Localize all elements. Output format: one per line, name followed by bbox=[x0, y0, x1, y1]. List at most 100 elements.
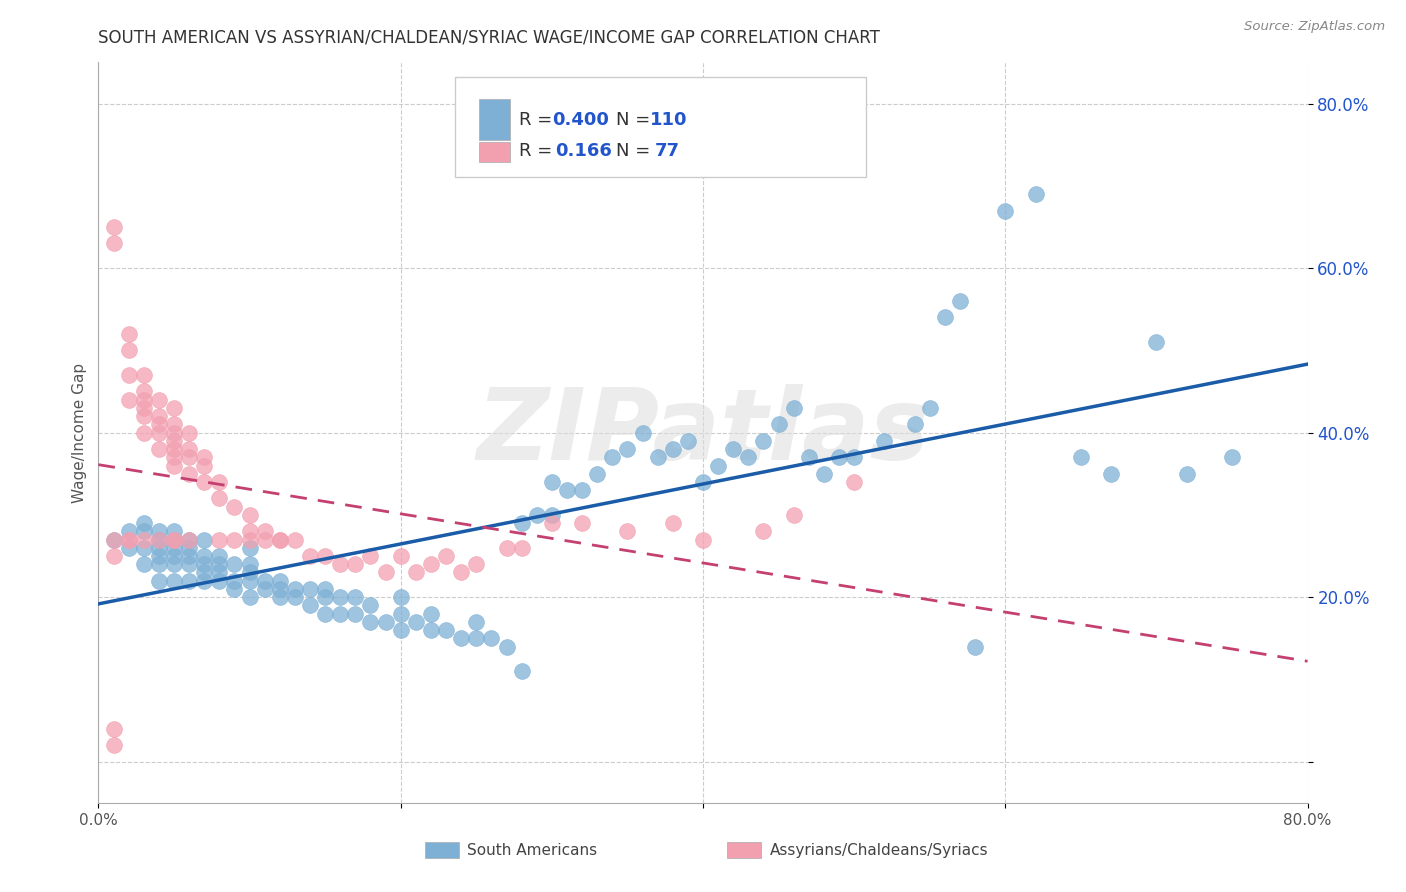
Point bbox=[616, 442, 638, 456]
Point bbox=[239, 590, 262, 604]
FancyBboxPatch shape bbox=[456, 78, 866, 178]
Point bbox=[193, 475, 215, 489]
Point bbox=[208, 574, 231, 588]
Point bbox=[434, 623, 457, 637]
Point bbox=[284, 590, 307, 604]
Point bbox=[224, 574, 246, 588]
Point bbox=[163, 442, 186, 456]
Point bbox=[1175, 467, 1198, 481]
Point bbox=[571, 516, 593, 530]
Point bbox=[208, 491, 231, 506]
Point bbox=[314, 582, 336, 596]
Point bbox=[148, 558, 170, 572]
Point bbox=[179, 450, 201, 465]
Point bbox=[450, 632, 472, 646]
Point bbox=[253, 574, 276, 588]
Point bbox=[118, 533, 141, 547]
Text: N =: N = bbox=[616, 143, 662, 161]
Point bbox=[389, 623, 412, 637]
Point bbox=[132, 541, 155, 555]
Point bbox=[269, 533, 291, 547]
Point bbox=[163, 533, 186, 547]
FancyBboxPatch shape bbox=[479, 99, 509, 140]
Point bbox=[132, 516, 155, 530]
Point bbox=[103, 549, 125, 563]
Point bbox=[132, 524, 155, 539]
Point bbox=[934, 310, 956, 325]
Point bbox=[844, 475, 866, 489]
Point bbox=[737, 450, 759, 465]
Point bbox=[163, 574, 186, 588]
Point bbox=[132, 425, 155, 440]
Point bbox=[179, 442, 201, 456]
Point bbox=[163, 549, 186, 563]
Point bbox=[148, 409, 170, 424]
Text: 0.166: 0.166 bbox=[555, 143, 613, 161]
Point bbox=[239, 566, 262, 580]
Point bbox=[163, 533, 186, 547]
Point bbox=[118, 533, 141, 547]
Point bbox=[602, 450, 624, 465]
Point bbox=[163, 434, 186, 448]
Point bbox=[707, 458, 730, 473]
Point bbox=[269, 582, 291, 596]
Point bbox=[1024, 187, 1046, 202]
Point bbox=[179, 549, 201, 563]
Point bbox=[179, 425, 201, 440]
Point bbox=[389, 549, 412, 563]
Point bbox=[253, 524, 276, 539]
Point bbox=[329, 590, 352, 604]
Point bbox=[193, 533, 215, 547]
Point bbox=[540, 508, 562, 522]
Text: South Americans: South Americans bbox=[467, 843, 598, 858]
Point bbox=[555, 483, 578, 498]
Point bbox=[148, 541, 170, 555]
Point bbox=[299, 582, 322, 596]
Point bbox=[224, 558, 246, 572]
Point bbox=[495, 541, 517, 555]
Point bbox=[540, 516, 562, 530]
Point bbox=[269, 533, 291, 547]
Point bbox=[661, 516, 683, 530]
Point bbox=[420, 623, 443, 637]
Point bbox=[208, 549, 231, 563]
Point bbox=[374, 615, 396, 629]
Point bbox=[224, 500, 246, 514]
Point bbox=[586, 467, 609, 481]
Point bbox=[661, 442, 683, 456]
Point bbox=[148, 425, 170, 440]
Point bbox=[299, 599, 322, 613]
Text: SOUTH AMERICAN VS ASSYRIAN/CHALDEAN/SYRIAC WAGE/INCOME GAP CORRELATION CHART: SOUTH AMERICAN VS ASSYRIAN/CHALDEAN/SYRI… bbox=[98, 29, 880, 47]
Text: ZIPatlas: ZIPatlas bbox=[477, 384, 929, 481]
Point bbox=[344, 590, 367, 604]
Point bbox=[193, 549, 215, 563]
Point bbox=[768, 417, 790, 432]
Text: 0.400: 0.400 bbox=[551, 112, 609, 129]
Point bbox=[179, 533, 201, 547]
Point bbox=[193, 450, 215, 465]
Point bbox=[163, 417, 186, 432]
Point bbox=[148, 417, 170, 432]
Text: Source: ZipAtlas.com: Source: ZipAtlas.com bbox=[1244, 20, 1385, 33]
Point bbox=[314, 607, 336, 621]
Point bbox=[329, 558, 352, 572]
Point bbox=[1070, 450, 1092, 465]
Point bbox=[208, 475, 231, 489]
Point bbox=[389, 590, 412, 604]
Point bbox=[616, 524, 638, 539]
Point bbox=[163, 425, 186, 440]
Point bbox=[148, 533, 170, 547]
Point bbox=[103, 533, 125, 547]
Point bbox=[208, 533, 231, 547]
Point bbox=[239, 541, 262, 555]
Text: Assyrians/Chaldeans/Syriacs: Assyrians/Chaldeans/Syriacs bbox=[769, 843, 988, 858]
Point bbox=[783, 401, 806, 415]
Point bbox=[360, 599, 382, 613]
Point bbox=[465, 558, 488, 572]
Point bbox=[179, 533, 201, 547]
Bar bbox=[727, 842, 761, 858]
Point bbox=[148, 574, 170, 588]
Point bbox=[179, 558, 201, 572]
Point bbox=[179, 467, 201, 481]
Point bbox=[103, 219, 125, 234]
